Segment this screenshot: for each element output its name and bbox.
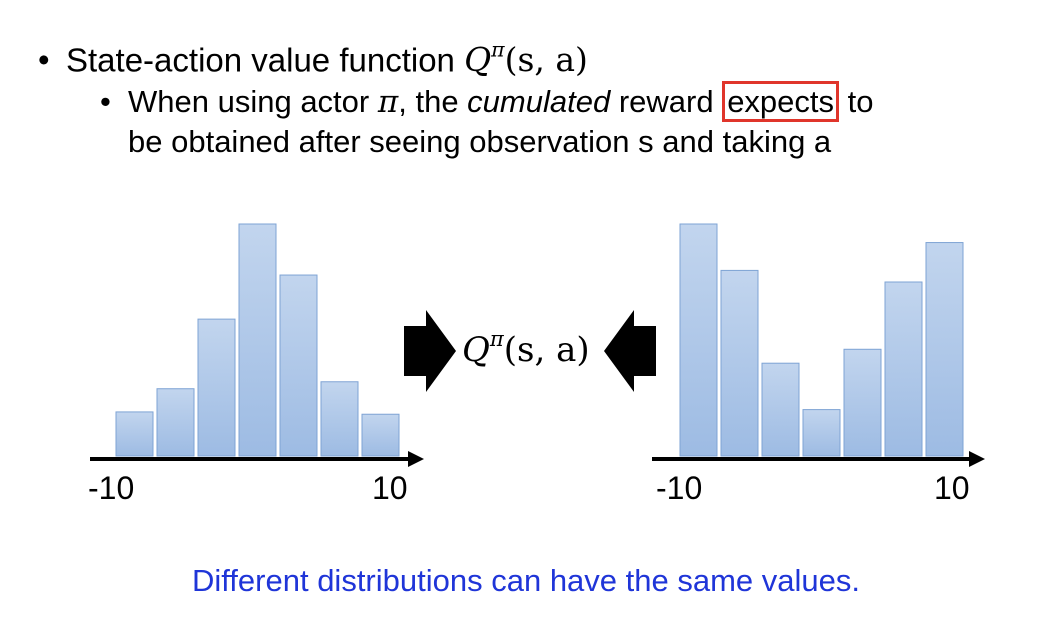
- right-x-tick-max: 10: [934, 470, 970, 506]
- left-histogram-bar-4: [238, 223, 277, 457]
- formula-base: Q: [464, 40, 492, 80]
- highlighted-word-box: expects: [722, 81, 840, 122]
- bullet1-text: State-action value function: [66, 41, 465, 79]
- pi-symbol: π: [377, 84, 399, 120]
- bullet-dot: •: [100, 84, 111, 119]
- left-histogram-bar-5: [279, 274, 318, 457]
- arrow-right-icon: [404, 310, 456, 392]
- bullet2-part2: , the: [398, 84, 468, 119]
- bullet2-part1: When using actor: [128, 84, 378, 119]
- right-histogram-bar-7: [925, 242, 964, 457]
- left-histogram: [90, 223, 424, 467]
- right-histogram-bar-2: [720, 269, 759, 457]
- center-q-pi-label: Qπ(s, a): [462, 326, 590, 370]
- bullet-dot: •: [38, 41, 50, 79]
- left-x-axis-arrow-icon: [408, 451, 424, 467]
- bullet2-line2: be obtained after seeing observation s a…: [128, 124, 832, 159]
- left-histogram-bar-6: [320, 381, 359, 457]
- center-sup: π: [489, 326, 504, 351]
- emphasized-word: cumulated: [467, 84, 611, 119]
- left-histogram-bar-7: [361, 413, 400, 457]
- right-x-axis-arrow-icon: [969, 451, 985, 467]
- right-histogram-bar-5: [843, 348, 882, 457]
- bullet-state-action-value: • State-action value function Qπ(s, a): [38, 28, 588, 82]
- left-histogram-bar-2: [156, 388, 195, 457]
- footer-caption: Different distributions can have the sam…: [191, 563, 860, 598]
- right-histogram-bar-6: [884, 281, 923, 457]
- left-histogram-bar-1: [115, 411, 154, 457]
- center-args: (s, a): [503, 329, 590, 370]
- right-x-tick-min: -10: [656, 470, 703, 506]
- formula-args: (s, a): [504, 40, 588, 80]
- left-x-tick-min: -10: [88, 470, 135, 506]
- formula-sup: π: [491, 38, 505, 62]
- bullet-actor-description: • When using actor π, the cumulated rewar…: [100, 81, 1030, 162]
- right-histogram-bar-3: [761, 362, 800, 457]
- right-histogram: [652, 223, 985, 467]
- arrow-left-icon: [604, 310, 656, 392]
- center-base: Q: [462, 329, 490, 370]
- left-x-tick-max: 10: [372, 470, 408, 506]
- q-pi-formula: Qπ(s, a): [464, 38, 588, 80]
- right-histogram-bar-4: [802, 409, 841, 457]
- left-histogram-bar-3: [197, 318, 236, 457]
- right-histogram-bar-1: [679, 223, 718, 457]
- bullet2-part4: to: [839, 84, 874, 119]
- bullet2-part3: reward: [610, 84, 723, 119]
